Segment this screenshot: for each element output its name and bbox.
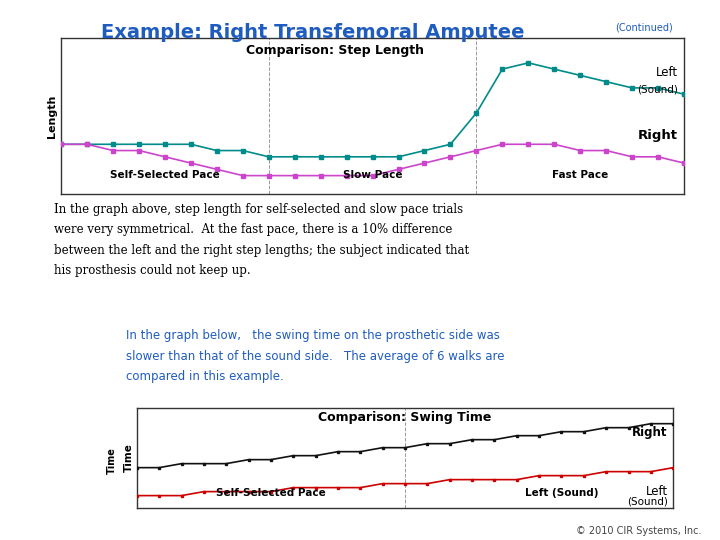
Text: (Sound): (Sound) — [627, 497, 668, 507]
Text: (Continued): (Continued) — [616, 23, 673, 33]
Text: slower than that of the sound side.   The average of 6 walks are: slower than that of the sound side. The … — [126, 350, 505, 363]
Text: Slow Pace: Slow Pace — [343, 170, 402, 180]
Text: In the graph above, step length for self-selected and slow pace trials: In the graph above, step length for self… — [54, 202, 463, 215]
Text: Self-Selected Pace: Self-Selected Pace — [216, 488, 325, 498]
Text: Example: Right Transfemoral Amputee: Example: Right Transfemoral Amputee — [101, 23, 524, 42]
Text: Time: Time — [107, 447, 117, 474]
Y-axis label: Time: Time — [124, 443, 134, 472]
Text: his prosthesis could not keep up.: his prosthesis could not keep up. — [54, 264, 251, 277]
Text: Comparison: Swing Time: Comparison: Swing Time — [318, 411, 492, 424]
Text: © 2010 CIR Systems, Inc.: © 2010 CIR Systems, Inc. — [577, 525, 702, 536]
Text: Fast Pace: Fast Pace — [552, 170, 608, 180]
Text: In the graph below,   the swing time on the prosthetic side was: In the graph below, the swing time on th… — [126, 329, 500, 342]
Text: Left: Left — [656, 66, 678, 79]
Text: Comparison: Step Length: Comparison: Step Length — [246, 44, 424, 57]
Text: (Sound): (Sound) — [637, 85, 678, 95]
Text: Right: Right — [632, 426, 668, 438]
Text: compared in this example.: compared in this example. — [126, 370, 284, 383]
Text: were very symmetrical.  At the fast pace, there is a 10% difference: were very symmetrical. At the fast pace,… — [54, 223, 452, 236]
Text: between the left and the right step lengths; the subject indicated that: between the left and the right step leng… — [54, 244, 469, 256]
Y-axis label: Length: Length — [47, 94, 57, 138]
Text: Left: Left — [646, 484, 668, 498]
Text: Self-Selected Pace: Self-Selected Pace — [110, 170, 220, 180]
Text: Right: Right — [638, 129, 678, 141]
Text: Left (Sound): Left (Sound) — [525, 488, 598, 498]
